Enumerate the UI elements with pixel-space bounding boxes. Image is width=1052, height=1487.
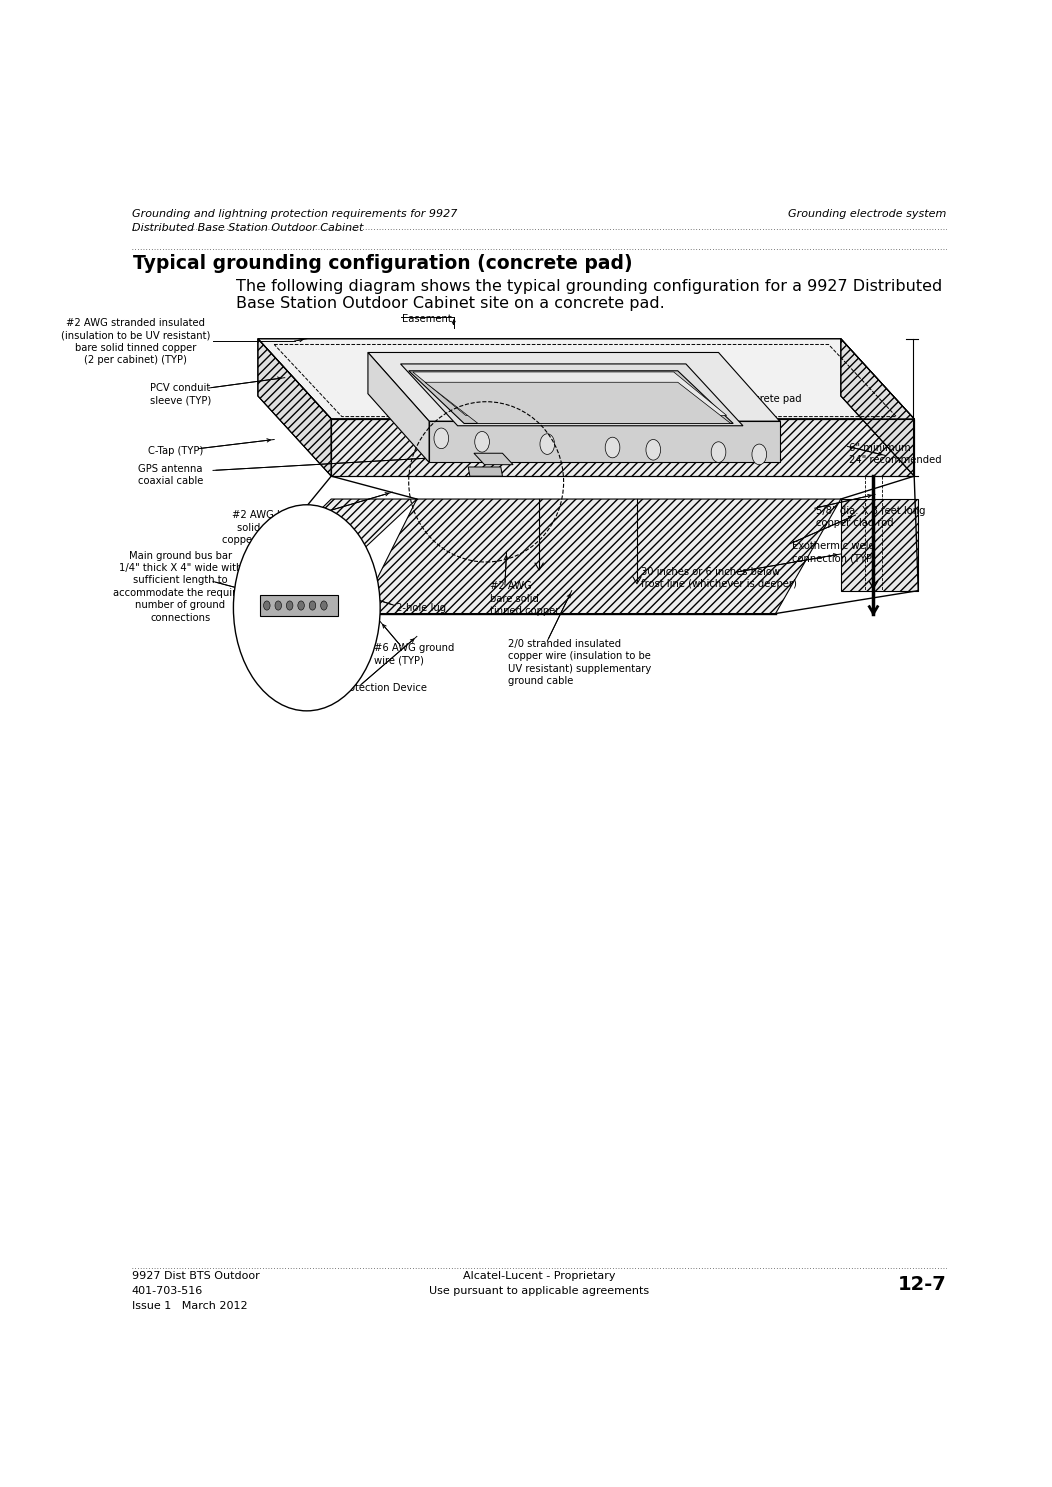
Polygon shape <box>841 339 914 476</box>
Circle shape <box>474 431 489 452</box>
Text: Distributed Base Station Outdoor Cabinet: Distributed Base Station Outdoor Cabinet <box>132 223 363 233</box>
Text: Base Station Outdoor Cabinet site on a concrete pad.: Base Station Outdoor Cabinet site on a c… <box>236 296 665 311</box>
Text: C-Frame: C-Frame <box>621 357 662 367</box>
Text: Use pursuant to applicable agreements: Use pursuant to applicable agreements <box>429 1286 649 1295</box>
Text: PCV conduit
sleeve (TYP): PCV conduit sleeve (TYP) <box>149 384 211 406</box>
Text: Typical grounding configuration (concrete pad): Typical grounding configuration (concret… <box>134 254 632 274</box>
Circle shape <box>264 601 270 610</box>
Text: 2-hole lug: 2-hole lug <box>397 604 447 613</box>
Circle shape <box>321 601 327 610</box>
Circle shape <box>605 437 620 458</box>
Circle shape <box>286 601 292 610</box>
Polygon shape <box>360 500 841 614</box>
FancyBboxPatch shape <box>260 595 338 616</box>
Text: 9927 Dist BTS Outdoor: 9927 Dist BTS Outdoor <box>132 1271 259 1280</box>
Polygon shape <box>468 467 503 476</box>
Polygon shape <box>368 352 780 421</box>
Text: Issue 1   March 2012: Issue 1 March 2012 <box>132 1301 247 1310</box>
Polygon shape <box>368 352 429 462</box>
Polygon shape <box>258 339 914 419</box>
Text: GPS antenna
coaxial cable: GPS antenna coaxial cable <box>138 464 203 486</box>
Text: Grounding electrode system: Grounding electrode system <box>788 210 947 220</box>
Circle shape <box>234 504 380 711</box>
Circle shape <box>275 601 282 610</box>
Text: #2 AWG stranded insulated
(insulation to be UV resistant)
bare solid tinned copp: #2 AWG stranded insulated (insulation to… <box>61 318 210 366</box>
Circle shape <box>646 440 661 459</box>
Polygon shape <box>409 370 733 424</box>
Text: 401-703-516: 401-703-516 <box>132 1286 203 1295</box>
Text: Alcatel-Lucent - Proprietary: Alcatel-Lucent - Proprietary <box>463 1271 615 1280</box>
Text: C-Tap (TYP): C-Tap (TYP) <box>147 446 203 457</box>
Polygon shape <box>331 419 914 476</box>
Text: The following diagram shows the typical grounding configuration for a 9927 Distr: The following diagram shows the typical … <box>236 280 943 294</box>
Text: Surge Protection Device: Surge Protection Device <box>307 684 427 693</box>
Circle shape <box>434 428 448 449</box>
Text: 5/8" dia. X 8 feet long
copper clad rod: 5/8" dia. X 8 feet long copper clad rod <box>816 506 926 528</box>
Polygon shape <box>412 372 727 415</box>
Circle shape <box>711 442 726 462</box>
Circle shape <box>298 601 304 610</box>
Text: #2 AWG
bare solid
tinned copper: #2 AWG bare solid tinned copper <box>490 581 560 616</box>
Text: 2/0 stranded insulated
copper wire (insulation to be
UV resistant) supplementary: 2/0 stranded insulated copper wire (insu… <box>508 639 651 686</box>
Polygon shape <box>473 454 513 464</box>
Text: Concrete pad: Concrete pad <box>734 394 802 403</box>
Polygon shape <box>258 339 331 476</box>
Text: Exothermic weld
connection (TYP): Exothermic weld connection (TYP) <box>792 541 875 564</box>
Polygon shape <box>401 364 743 425</box>
Text: #2 AWG bare
solid tinned
copper conductor: #2 AWG bare solid tinned copper conducto… <box>222 510 309 546</box>
Text: #6 AWG ground
wire (TYP): #6 AWG ground wire (TYP) <box>375 644 454 666</box>
Text: Main ground bus bar
1/4" thick X 4" wide with
sufficient length to
accommodate t: Main ground bus bar 1/4" thick X 4" wide… <box>113 550 248 623</box>
Polygon shape <box>425 382 731 424</box>
Polygon shape <box>238 500 417 590</box>
Text: 30 inches or 6 inches below
frost line (whichever is deeper): 30 inches or 6 inches below frost line (… <box>641 567 797 589</box>
Text: Easement: Easement <box>402 314 451 324</box>
Circle shape <box>752 445 767 464</box>
Polygon shape <box>429 421 780 462</box>
Text: 6" minimum
24" recommended: 6" minimum 24" recommended <box>849 443 942 465</box>
Text: Grounding and lightning protection requirements for 9927: Grounding and lightning protection requi… <box>132 210 457 220</box>
Polygon shape <box>841 500 918 590</box>
Circle shape <box>540 434 554 455</box>
Text: 12-7: 12-7 <box>898 1276 947 1294</box>
Circle shape <box>309 601 316 610</box>
